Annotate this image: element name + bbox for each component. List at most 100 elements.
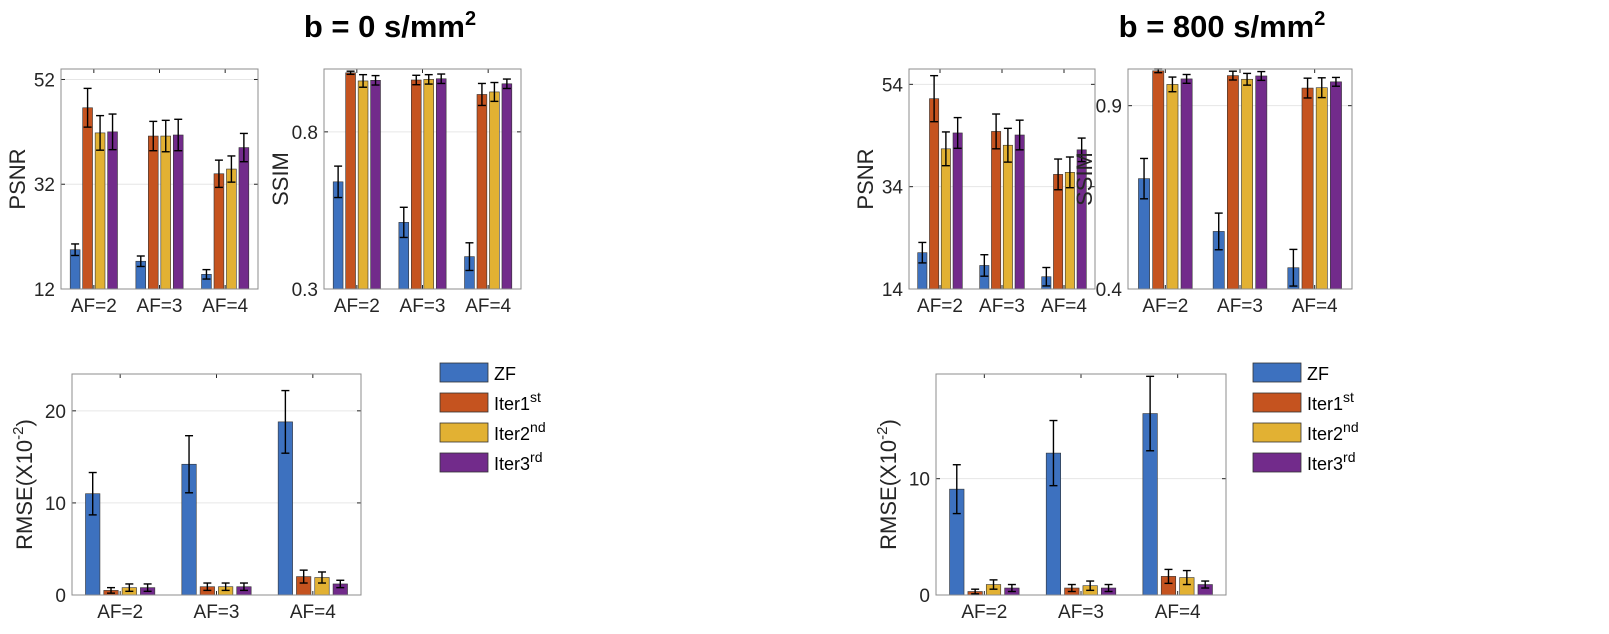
plot-area (909, 69, 1095, 289)
bar-Iter2nd-AF=2 (94, 132, 106, 290)
y-tick-label: 10 (45, 494, 66, 515)
axes-box (323, 68, 522, 290)
x-tick-label: AF=4 (1155, 602, 1201, 623)
error-bar (317, 571, 326, 584)
x-tick-label: AF=2 (71, 296, 117, 317)
legend-b0: ZF Iter1st Iter2nd Iter3rd (439, 362, 546, 474)
error-bar (125, 583, 134, 593)
error-bar (424, 73, 433, 85)
legend-label: Iter3rd (494, 449, 542, 474)
legend-label: ZF (494, 364, 516, 384)
x-tick-label: AF=4 (1041, 296, 1087, 317)
y-axis-label: PSNR (853, 148, 878, 209)
error-bar (185, 434, 194, 494)
legend-swatch (1252, 392, 1302, 413)
error-bar (1257, 70, 1266, 82)
bar-Iter1st-AF=4 (1053, 174, 1064, 290)
error-bar (239, 582, 248, 592)
error-bar (359, 73, 368, 88)
legend-swatch (439, 452, 489, 473)
panel-b800-rmse: 0 10 AF=2 AF=3 AF=4 RMSE(X10-2) (874, 373, 1227, 623)
bar-Iter3rd-AF=2 (107, 131, 118, 290)
panel-b800-ssim: 0.4 0.9 AF=2 AF=3 AF=4 SSIM (1072, 68, 1353, 317)
bar-Iter2nd-AF=3 (423, 79, 434, 290)
legend-swatch (1252, 362, 1302, 383)
legend-swatch (439, 362, 489, 383)
x-tick-label: AF=3 (194, 602, 240, 623)
error-bar (1007, 583, 1016, 593)
error-bar (1042, 266, 1051, 287)
bar-Iter2nd-AF=2 (357, 80, 369, 290)
error-bar (202, 268, 211, 280)
legend-item-ZF: ZF (1252, 362, 1329, 384)
x-tick-label: AF=3 (137, 296, 183, 317)
y-axis-label: RMSE(X10-2) (10, 419, 37, 550)
error-bar (346, 70, 355, 76)
error-bar (1003, 127, 1012, 163)
y-axis-label: SSIM (1072, 152, 1097, 206)
axes-box (935, 373, 1227, 596)
error-bar (299, 569, 308, 584)
error-bar (371, 74, 380, 86)
error-bar (161, 119, 170, 153)
bar-Iter2nd-AF=4 (226, 168, 237, 290)
error-bar (334, 165, 343, 199)
plot-area (61, 69, 258, 289)
y-tick-label: 20 (45, 402, 66, 423)
bar-Iter3rd-AF=4 (501, 83, 513, 290)
bar-Iter3rd-AF=4 (238, 147, 250, 290)
y-axis-label: SSIM (268, 152, 293, 206)
bar-Iter1st-AF=3 (148, 135, 159, 290)
bar-Iter2nd-AF=3 (160, 135, 171, 290)
error-bar (1065, 156, 1074, 189)
error-bar (83, 87, 92, 128)
y-tick-label: 12 (34, 280, 55, 301)
y-tick-label: 0.4 (1096, 280, 1123, 301)
y-tick-label: 0.9 (1096, 97, 1122, 118)
bar-Iter1st-AF=2 (345, 72, 356, 290)
error-bar (437, 73, 446, 85)
error-bar (239, 132, 248, 163)
error-bar (1331, 76, 1340, 87)
bar-Iter2nd-AF=2 (940, 148, 951, 290)
x-tick-label: AF=3 (1217, 296, 1263, 317)
error-bar (502, 78, 511, 90)
legend-item-Iter1: Iter1st (1252, 389, 1354, 414)
bar-Iter1st-AF=4 (1301, 87, 1314, 290)
error-bar (107, 586, 116, 594)
axes-box (71, 373, 362, 596)
legend-item-ZF: ZF (439, 362, 516, 384)
x-tick-label: AF=3 (979, 296, 1025, 317)
error-bar (1054, 158, 1063, 191)
legend-b800: ZF Iter1st Iter2nd Iter3rd (1252, 362, 1359, 474)
axes-box (60, 68, 259, 290)
error-bar (143, 583, 152, 593)
error-bar (71, 243, 80, 257)
error-bar (1243, 72, 1252, 86)
bar-Iter1st-AF=2 (82, 107, 93, 290)
y-axis-label: PSNR (5, 148, 30, 209)
error-bar (989, 579, 998, 590)
error-bar (971, 588, 980, 595)
error-bar (477, 82, 486, 107)
legend-item-Iter3: Iter3rd (1252, 449, 1355, 474)
error-bar (174, 118, 183, 152)
error-bar (953, 116, 962, 150)
error-bar (214, 159, 223, 189)
x-tick-label: AF=2 (917, 296, 963, 317)
error-bar (203, 582, 212, 592)
legend-label: Iter2nd (1307, 419, 1359, 444)
error-bar (1049, 419, 1058, 487)
error-bar (1164, 568, 1173, 585)
error-bar (1289, 248, 1298, 287)
x-tick-label: AF=2 (1142, 296, 1188, 317)
x-tick-label: AF=3 (400, 296, 446, 317)
bar-Iter3rd-AF=3 (435, 78, 447, 290)
error-bar (465, 242, 474, 272)
error-bar (992, 113, 1001, 150)
axes-box (1127, 68, 1353, 290)
error-bar (941, 131, 950, 167)
error-bar (930, 74, 939, 123)
error-bar (1077, 137, 1086, 163)
